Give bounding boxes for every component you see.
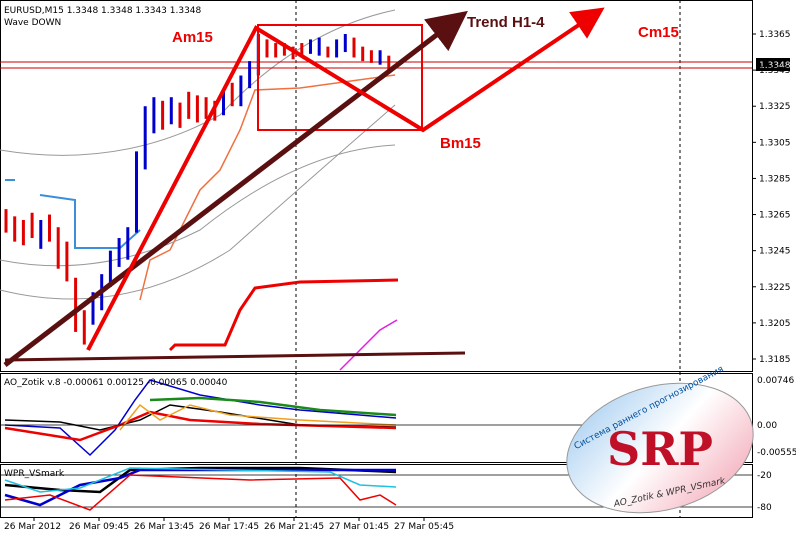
price-bars — [4, 34, 391, 345]
price-tick-label: 1.3245 — [759, 247, 791, 257]
time-label: 26 Mar 2012 — [4, 522, 61, 532]
wpr-tick: -20 — [757, 471, 772, 481]
wpr-title: WPR_VSmark — [4, 469, 65, 479]
wave-drawing — [3, 7, 605, 367]
ao-tick: -0.00555 — [757, 448, 796, 458]
price-tick-label: 1.3225 — [759, 283, 791, 293]
time-label: 26 Mar 09:45 — [69, 522, 129, 532]
indicator: Wave DOWN — [4, 18, 61, 28]
current-price: 1.3348 — [759, 61, 791, 71]
price-tick-label: 1.3305 — [759, 138, 791, 148]
time-label: 27 Mar 01:45 — [329, 522, 389, 532]
time-label: 27 Mar 05:45 — [394, 522, 454, 532]
wpr-tick: -80 — [757, 503, 772, 513]
ao-lines — [0, 379, 752, 457]
time-label: 26 Mar 13:45 — [134, 522, 194, 532]
ao-tick: 0.00 — [757, 421, 777, 431]
time-label: 26 Mar 21:45 — [264, 522, 324, 532]
price-tick-label: 1.3265 — [759, 211, 791, 221]
price-box — [756, 58, 790, 71]
wpr-lines — [0, 466, 752, 511]
price-tick-label: 1.3285 — [759, 174, 791, 184]
frames — [0, 0, 753, 518]
symbol: EURUSD,M15 1.3348 1.3348 1.3343 1.3348 — [4, 6, 202, 16]
ao-title: AO_Zotik v.8 -0.00061 0.00125 -0.00065 0… — [4, 378, 228, 388]
price-tick-label: 1.3325 — [759, 102, 791, 112]
time-label: 26 Mar 17:45 — [199, 522, 259, 532]
guides — [295, 0, 681, 517]
price-tick-label: 1.3205 — [759, 319, 791, 329]
annotation: Bm15 — [440, 135, 481, 152]
price-tick-label: 1.3185 — [759, 355, 791, 365]
ao-tick: 0.00746 — [757, 376, 794, 386]
logo-title: SRP — [607, 422, 713, 476]
annotation: Am15 — [172, 29, 213, 46]
annotation: Cm15 — [638, 24, 679, 41]
indicator-lines — [0, 9, 752, 371]
annotation: Trend H1-4 — [467, 14, 545, 31]
price-tick-label: 1.3365 — [759, 30, 791, 40]
price-tick-label: 1.3345 — [759, 66, 791, 76]
